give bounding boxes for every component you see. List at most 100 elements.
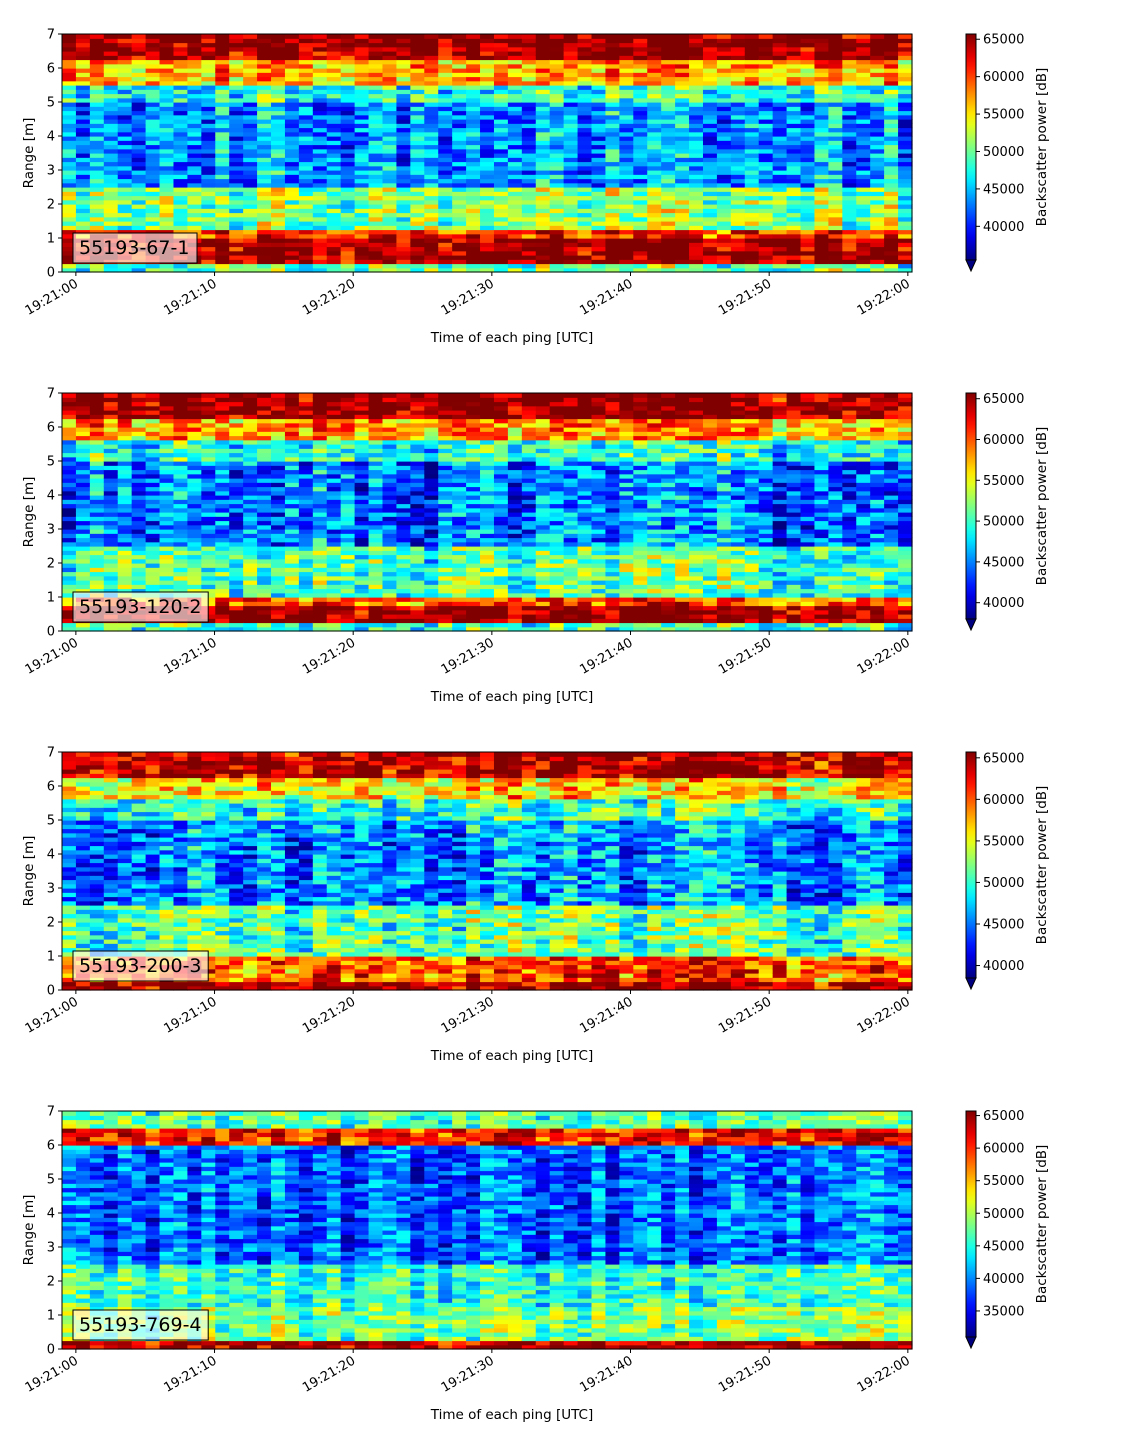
heatmap-cell	[702, 255, 718, 260]
heatmap-cell	[229, 469, 244, 475]
heatmap-cell	[689, 114, 704, 120]
heatmap-cell	[675, 157, 690, 163]
heatmap-cell	[368, 208, 384, 214]
heatmap-cell	[410, 212, 425, 218]
heatmap-cell	[716, 102, 732, 107]
heatmap-cell	[145, 431, 161, 437]
heatmap-cell	[842, 259, 857, 265]
heatmap-cell	[661, 72, 676, 78]
heatmap-cell	[758, 42, 774, 48]
heatmap-cell	[89, 448, 105, 454]
heatmap-cell	[312, 191, 328, 197]
heatmap-cell	[382, 588, 398, 594]
heatmap-cell	[382, 580, 398, 585]
heatmap-cell	[661, 157, 676, 163]
heatmap-cell	[730, 106, 746, 112]
heatmap-cell	[257, 401, 272, 407]
heatmap-cell	[187, 482, 202, 488]
heatmap-cell	[340, 558, 356, 564]
heatmap-cell	[744, 187, 760, 192]
heatmap-cell	[619, 144, 634, 150]
heatmap-cell	[187, 533, 202, 539]
heatmap-cell	[271, 461, 286, 466]
heatmap-cell	[382, 140, 398, 146]
heatmap-cell	[159, 529, 175, 534]
heatmap-cell	[187, 140, 202, 146]
heatmap-cell	[243, 259, 258, 265]
heatmap-cell	[312, 478, 328, 483]
heatmap-cell	[577, 127, 593, 133]
heatmap-cell	[870, 59, 885, 65]
heatmap-cell	[410, 136, 425, 141]
heatmap-cell	[298, 588, 314, 594]
heatmap-cell	[340, 216, 356, 222]
heatmap-cell	[772, 140, 788, 146]
heatmap-cell	[145, 533, 161, 539]
heatmap-cell	[340, 618, 356, 624]
heatmap-cell	[215, 393, 230, 398]
heatmap-cell	[215, 554, 230, 560]
heatmap-cell	[368, 486, 384, 492]
heatmap-cell	[103, 410, 119, 415]
heatmap-cell	[493, 93, 509, 99]
heatmap-cell	[480, 80, 495, 86]
heatmap-cell	[898, 174, 913, 180]
heatmap-cell	[187, 588, 202, 594]
heatmap-cell	[870, 182, 885, 188]
heatmap-cell	[117, 444, 133, 449]
heatmap-cell	[800, 97, 816, 103]
heatmap-cell	[257, 575, 272, 581]
heatmap-cell	[271, 567, 286, 573]
heatmap-cell	[563, 110, 579, 116]
heatmap-cell	[312, 263, 328, 269]
heatmap-cell	[591, 174, 607, 180]
heatmap-cell	[326, 93, 342, 99]
heatmap-cell	[75, 51, 91, 56]
heatmap-cell	[117, 418, 133, 424]
heatmap-cell	[75, 191, 91, 197]
heatmap-cell	[716, 106, 732, 112]
heatmap-cell	[326, 72, 342, 78]
heatmap-cell	[340, 93, 356, 99]
heatmap-cell	[229, 229, 244, 235]
heatmap-cell	[424, 452, 439, 458]
heatmap-cell	[396, 601, 411, 607]
heatmap-cell	[89, 427, 105, 432]
heatmap-cell	[89, 516, 105, 522]
heatmap-cell	[326, 195, 342, 201]
heatmap-cell	[424, 609, 439, 615]
heatmap-cell	[661, 63, 676, 69]
heatmap-cell	[702, 42, 718, 48]
heatmap-cell	[312, 255, 328, 260]
heatmap-cell	[493, 242, 509, 248]
heatmap-cell	[284, 89, 300, 95]
heatmap-cell	[619, 51, 634, 56]
heatmap-cell	[284, 97, 300, 103]
heatmap-cell	[215, 524, 230, 530]
heatmap-cell	[424, 448, 439, 454]
heatmap-cell	[410, 435, 425, 441]
heatmap-cell	[577, 148, 593, 154]
heatmap-cell	[368, 38, 384, 44]
heatmap-cell	[410, 405, 425, 411]
heatmap-cell	[577, 76, 593, 82]
heatmap-cell	[215, 503, 230, 509]
heatmap-cell	[898, 34, 913, 39]
heatmap-cell	[675, 208, 690, 214]
heatmap-cell	[382, 490, 398, 496]
heatmap-cell	[786, 199, 802, 205]
heatmap-cell	[410, 473, 425, 479]
heatmap-cell	[312, 63, 328, 69]
heatmap-cell	[828, 42, 843, 48]
heatmap-cell	[62, 140, 77, 146]
heatmap-cell	[117, 195, 133, 201]
heatmap-cell	[452, 76, 467, 82]
heatmap-cell	[577, 255, 593, 260]
heatmap-cell	[647, 250, 662, 256]
heatmap-cell	[675, 246, 690, 252]
heatmap-cell	[75, 580, 91, 585]
heatmap-cell	[800, 72, 816, 78]
heatmap-cell	[145, 452, 161, 458]
heatmap-cell	[814, 238, 829, 243]
heatmap-cell	[507, 51, 523, 56]
